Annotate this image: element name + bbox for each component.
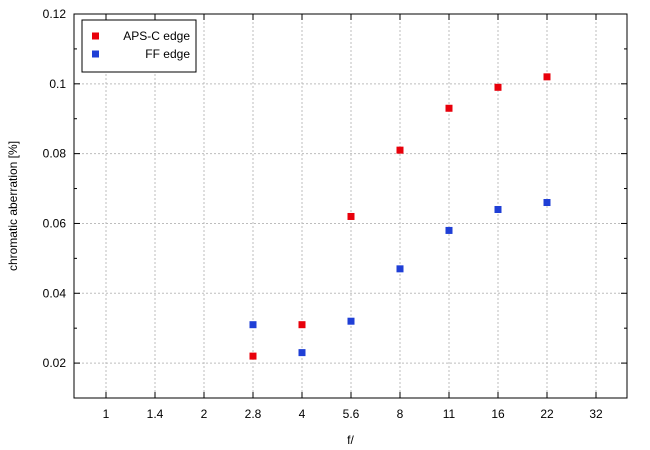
data-point-ff-edge bbox=[396, 265, 404, 273]
y-tick-label: 0.1 bbox=[49, 77, 66, 91]
data-point-aps-c-edge bbox=[347, 212, 355, 220]
data-point-ff-edge bbox=[298, 349, 306, 357]
x-tick-label: 8 bbox=[397, 407, 404, 421]
gridlines bbox=[74, 14, 627, 398]
data-point-aps-c-edge bbox=[543, 73, 551, 81]
y-tick-label: 0.12 bbox=[43, 7, 67, 21]
data-point-ff-edge bbox=[445, 226, 453, 234]
x-tick-label: 4 bbox=[299, 407, 306, 421]
y-axis-label: chromatic aberration [%] bbox=[6, 141, 20, 271]
x-tick-label: 22 bbox=[540, 407, 554, 421]
x-tick-label: 2.8 bbox=[245, 407, 262, 421]
y-tick-label: 0.04 bbox=[43, 286, 67, 300]
y-tick-label: 0.02 bbox=[43, 356, 67, 370]
legend-label: FF edge bbox=[145, 47, 190, 61]
legend-marker bbox=[92, 50, 99, 58]
x-tick-label: 11 bbox=[443, 407, 456, 421]
legend: APS-C edge FF edge bbox=[81, 19, 197, 73]
data-point-ff-edge bbox=[347, 317, 355, 325]
data-point-ff-edge bbox=[543, 199, 551, 207]
x-tick-label: 2 bbox=[201, 407, 208, 421]
y-tick-label: 0.06 bbox=[43, 216, 67, 230]
data-point-ff-edge bbox=[249, 321, 257, 329]
x-tick-label: 32 bbox=[589, 407, 603, 421]
data-point-aps-c-edge bbox=[298, 321, 306, 329]
legend-marker bbox=[92, 32, 99, 40]
data-point-aps-c-edge bbox=[249, 352, 257, 360]
x-tick-label: 16 bbox=[491, 407, 505, 421]
legend-label: APS-C edge bbox=[123, 29, 190, 43]
x-tick-label: 5.6 bbox=[343, 407, 360, 421]
data-points bbox=[249, 73, 551, 360]
axis-ticks: 1 1.4 2 2.8 4 5.6 8 11 16 22 32 0.02 0.04 0.06 0.08 0.1… bbox=[43, 7, 627, 421]
x-tick-label: 1.4 bbox=[147, 407, 164, 421]
legend-box bbox=[81, 19, 197, 73]
data-point-aps-c-edge bbox=[494, 83, 502, 91]
data-point-aps-c-edge bbox=[396, 146, 404, 154]
y-tick-label: 0.08 bbox=[43, 147, 67, 161]
x-axis-label: f/ bbox=[347, 433, 354, 447]
data-point-ff-edge bbox=[494, 205, 502, 213]
x-tick-label: 1 bbox=[103, 407, 110, 421]
data-point-aps-c-edge bbox=[445, 104, 453, 112]
